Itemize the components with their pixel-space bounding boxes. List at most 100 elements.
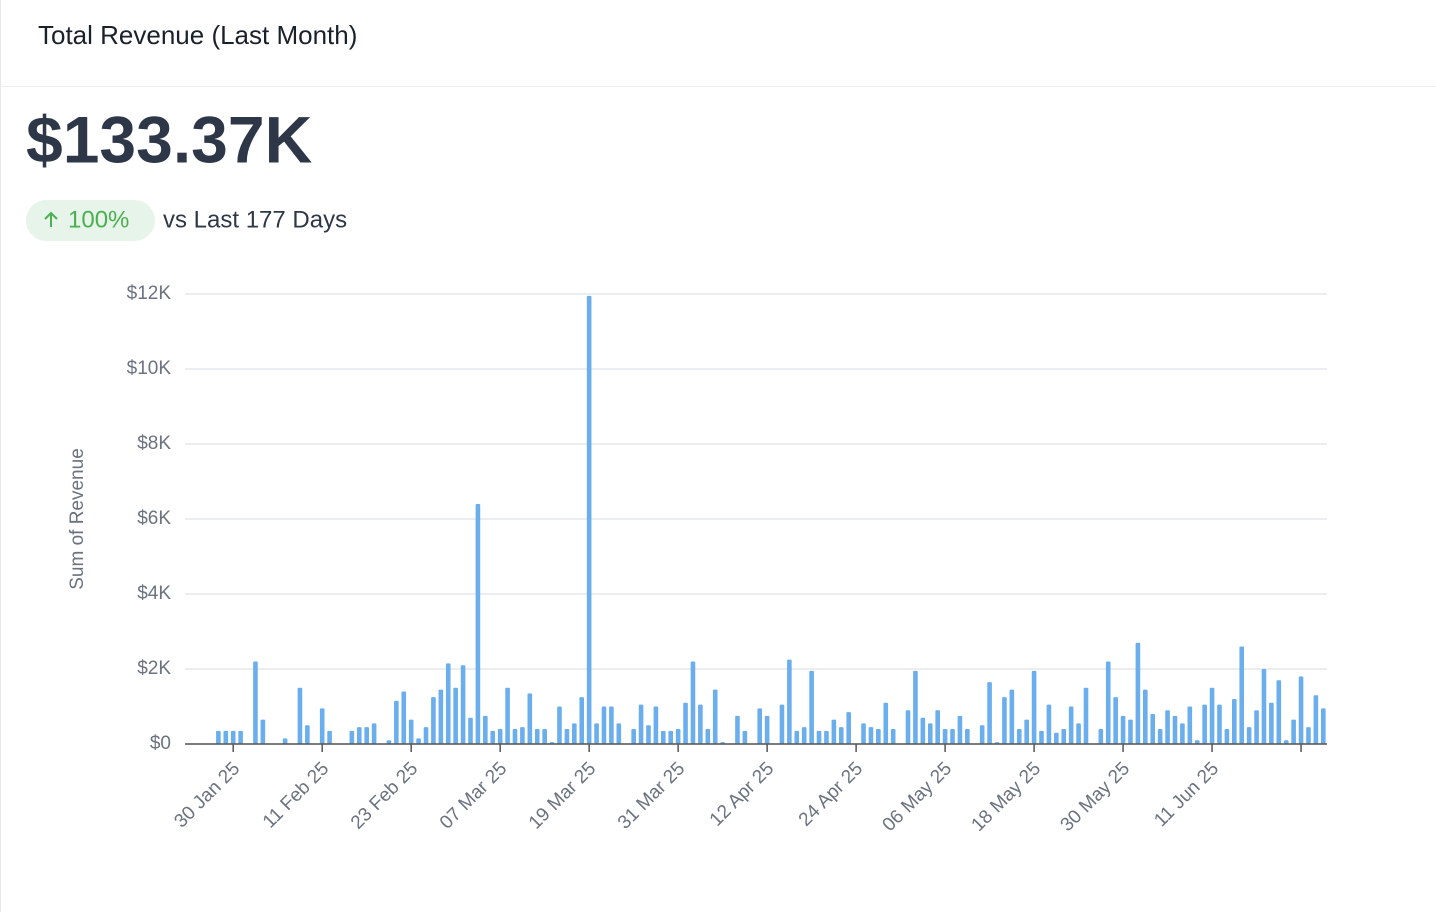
bar [712, 689, 718, 744]
bar [401, 691, 407, 744]
x-tick-label: 24 Apr 25 [795, 758, 867, 830]
bar [386, 740, 392, 744]
x-tick-label: 23 Feb 25 [347, 758, 422, 833]
bar [1172, 715, 1178, 744]
bar [542, 729, 547, 744]
bar [431, 697, 436, 744]
bar [356, 727, 362, 744]
bar [438, 689, 444, 744]
bar [460, 665, 466, 744]
bar [483, 715, 488, 744]
bar [1143, 689, 1148, 744]
bar [631, 729, 636, 744]
bar [1239, 646, 1245, 744]
bar [601, 706, 607, 744]
bar [1261, 669, 1267, 744]
y-tick-label: $6K [137, 508, 171, 529]
bar [527, 693, 533, 744]
bar [1306, 727, 1311, 744]
bar [394, 700, 399, 744]
bar [1046, 704, 1052, 744]
x-tick-label: 06 May 25 [879, 758, 957, 836]
bar [1113, 697, 1118, 744]
bar [950, 729, 955, 744]
bar [260, 719, 266, 744]
bar [1320, 708, 1326, 744]
bar [579, 697, 585, 744]
bar [1202, 704, 1207, 744]
bar [1194, 740, 1200, 744]
total-value: $133.37K [26, 102, 313, 176]
bar [216, 730, 221, 744]
bar [1283, 740, 1289, 744]
bar [1209, 687, 1215, 744]
bar [1291, 719, 1296, 744]
x-tick-label: 31 Mar 25 [614, 758, 689, 833]
bar [609, 706, 614, 744]
bar [965, 729, 970, 744]
x-tick-label: 11 Feb 25 [259, 758, 333, 832]
bar [1031, 670, 1037, 744]
bar [757, 708, 763, 744]
bar [238, 730, 243, 744]
x-tick-label: 30 Jan 25 [170, 758, 244, 832]
bar [1313, 695, 1319, 744]
y-tick-label: $0 [150, 733, 171, 754]
bar [327, 730, 332, 744]
bar [1180, 723, 1185, 744]
bar [1016, 729, 1022, 744]
bar [942, 729, 948, 744]
bar [319, 708, 325, 744]
bar [1298, 676, 1304, 744]
bar [1105, 661, 1111, 744]
bar [1120, 715, 1126, 744]
change-value: 100% [68, 206, 129, 233]
bar [883, 702, 889, 744]
bar [690, 661, 696, 744]
bar [653, 706, 659, 744]
bar [223, 730, 229, 744]
bar [1135, 642, 1141, 744]
bar [520, 727, 525, 744]
bar [1009, 689, 1015, 744]
bar [1254, 710, 1259, 744]
bar [1024, 719, 1029, 744]
bar [779, 704, 785, 744]
bar [586, 295, 592, 744]
y-tick-label: $4K [137, 583, 171, 604]
y-tick-label: $12K [127, 283, 172, 304]
bar [572, 723, 577, 744]
bar [505, 687, 510, 744]
bar [1039, 730, 1044, 744]
bar [282, 738, 288, 744]
bar [564, 729, 570, 744]
bar [557, 706, 562, 744]
y-tick-label: $10K [127, 358, 172, 379]
x-tick-label: 11 Jun 25 [1150, 758, 1223, 831]
x-tick-label: 19 Mar 25 [525, 758, 600, 833]
bar [1128, 719, 1133, 744]
bar [809, 670, 814, 744]
x-tick-label: 18 May 25 [968, 758, 1046, 836]
bar [1054, 732, 1059, 744]
bar [816, 730, 822, 744]
bar [890, 729, 896, 744]
bar [475, 504, 481, 744]
bar [794, 730, 800, 744]
bar [646, 725, 651, 744]
bar [468, 717, 473, 744]
bar [1276, 680, 1282, 744]
bar [920, 717, 926, 744]
bar [1068, 706, 1074, 744]
bar [416, 738, 421, 744]
bar [824, 730, 829, 744]
bar [1165, 710, 1170, 744]
x-tick-label: 30 May 25 [1057, 758, 1135, 836]
bar [1150, 714, 1156, 744]
bar [408, 719, 414, 744]
bar [868, 727, 874, 744]
bar [1187, 706, 1193, 744]
bar [1002, 697, 1007, 744]
bar [1232, 699, 1237, 744]
